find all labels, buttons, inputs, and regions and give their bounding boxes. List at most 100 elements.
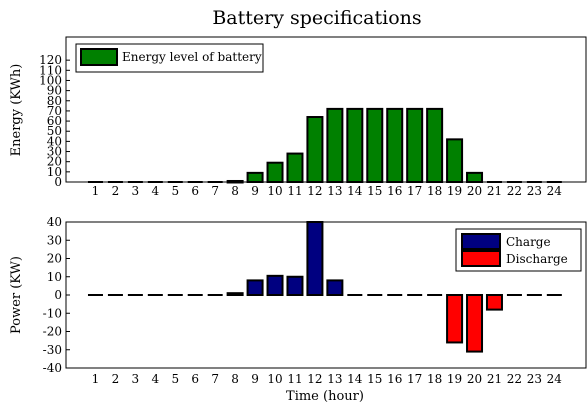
power-legend-label-discharge: Discharge: [506, 252, 568, 266]
bar: [266, 274, 284, 296]
x-tick-label: 1: [92, 372, 100, 386]
x-tick-label: 21: [487, 184, 502, 198]
x-tick-label: 11: [287, 184, 302, 198]
bar: [167, 181, 183, 183]
bar: [167, 294, 183, 296]
power-legend-label-charge: Charge: [506, 235, 551, 249]
x-tick-label: 12: [307, 372, 322, 386]
energy-legend: Energy level of battery: [75, 43, 264, 73]
x-tick-label: 17: [407, 372, 422, 386]
energy-x-ticks: 1 2 3 4 5 6 7 8 9 10 11 12 13 14 15 16 17 18 19 20 21 22 23 24: [92, 184, 563, 198]
y-tick-label: 10: [47, 270, 62, 284]
y-tick-label: -10: [43, 306, 62, 320]
x-tick-label: 9: [251, 372, 259, 386]
bar: [347, 294, 363, 296]
energy-legend-label: Energy level of battery: [122, 50, 262, 64]
bar: [147, 181, 163, 183]
bar: [486, 181, 502, 183]
bar: [366, 107, 384, 183]
x-tick-label: 18: [427, 372, 442, 386]
y-tick-label: 110: [39, 63, 62, 77]
bar: [87, 294, 103, 296]
bar: [286, 152, 304, 183]
power-legend-swatch-discharge: [461, 250, 501, 267]
bar: [546, 294, 562, 296]
power-y-ticks: -40 -30 -20 -10 0 10 20 30 40: [43, 215, 70, 375]
x-tick-label: 8: [231, 372, 239, 386]
bar: [407, 294, 423, 296]
bar: [107, 294, 123, 296]
x-tick-label: 19: [447, 372, 462, 386]
x-tick-label: 15: [367, 372, 382, 386]
x-tick-label: 24: [547, 372, 563, 386]
x-tick-label: 10: [267, 184, 282, 198]
x-tick-label: 22: [507, 184, 522, 198]
x-tick-label: 18: [427, 184, 442, 198]
x-tick-label: 14: [347, 372, 363, 386]
x-tick-label: 20: [467, 372, 482, 386]
x-tick-label: 11: [287, 372, 302, 386]
bar: [207, 181, 223, 183]
power-legend-swatch-charge: [461, 233, 501, 250]
bar: [526, 181, 542, 183]
x-tick-label: 9: [251, 184, 259, 198]
energy-legend-swatch: [80, 48, 118, 66]
bar: [346, 107, 364, 183]
bar: [306, 221, 324, 296]
bar: [87, 181, 103, 183]
bar: [386, 107, 404, 183]
y-tick-label: 10: [47, 165, 62, 179]
bar: [127, 294, 143, 296]
y-tick-label: 40: [47, 215, 62, 229]
x-tick-label: 6: [191, 372, 199, 386]
y-tick-label: 80: [47, 94, 62, 108]
bar: [326, 279, 344, 296]
bar: [226, 179, 244, 184]
power-x-ticks: 1 2 3 4 5 6 7 8 9 10 11 12 13 14 15 16 17 18 19 20 21 22 23 24: [92, 372, 563, 386]
bar: [485, 294, 503, 311]
energy-plot-frame: [65, 36, 587, 183]
bar: [466, 294, 484, 353]
x-tick-label: 3: [132, 372, 140, 386]
bar: [506, 181, 522, 183]
y-tick-label: -20: [43, 325, 62, 339]
bar: [446, 294, 464, 344]
bar: [446, 138, 464, 184]
x-tick-label: 23: [527, 372, 542, 386]
bar: [466, 171, 484, 184]
x-tick-label: 7: [211, 372, 219, 386]
chart-title: Battery specifications: [212, 7, 421, 29]
y-tick-label: 0: [54, 288, 62, 302]
x-tick-label: 21: [487, 372, 502, 386]
x-tick-label: 3: [132, 184, 140, 198]
x-tick-label: 13: [327, 184, 342, 198]
x-tick-label: 1: [92, 184, 100, 198]
x-tick-label: 24: [547, 184, 563, 198]
bar: [546, 181, 562, 183]
bar: [246, 279, 264, 296]
x-tick-label: 2: [112, 184, 120, 198]
x-tick-label: 5: [171, 372, 179, 386]
bar: [286, 275, 304, 296]
power-bars: [87, 221, 562, 353]
bar: [266, 161, 284, 183]
y-tick-label: -30: [43, 343, 62, 357]
x-tick-label: 14: [347, 184, 363, 198]
y-tick-label: 60: [47, 114, 62, 128]
y-tick-label: 120: [39, 53, 62, 67]
y-tick-label: 90: [47, 84, 62, 98]
energy-y-axis-label: Energy (KWh): [9, 64, 24, 157]
y-tick-label: 0: [54, 175, 62, 189]
bar: [427, 294, 443, 296]
y-tick-label: 30: [47, 233, 62, 247]
x-tick-label: 2: [112, 372, 120, 386]
bar: [306, 116, 324, 183]
power-x-axis-label: Time (hour): [286, 389, 364, 404]
x-tick-label: 23: [527, 184, 542, 198]
bar: [226, 292, 244, 296]
bar: [426, 107, 444, 183]
